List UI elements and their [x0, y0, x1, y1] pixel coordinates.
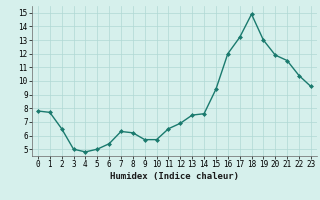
X-axis label: Humidex (Indice chaleur): Humidex (Indice chaleur) — [110, 172, 239, 181]
